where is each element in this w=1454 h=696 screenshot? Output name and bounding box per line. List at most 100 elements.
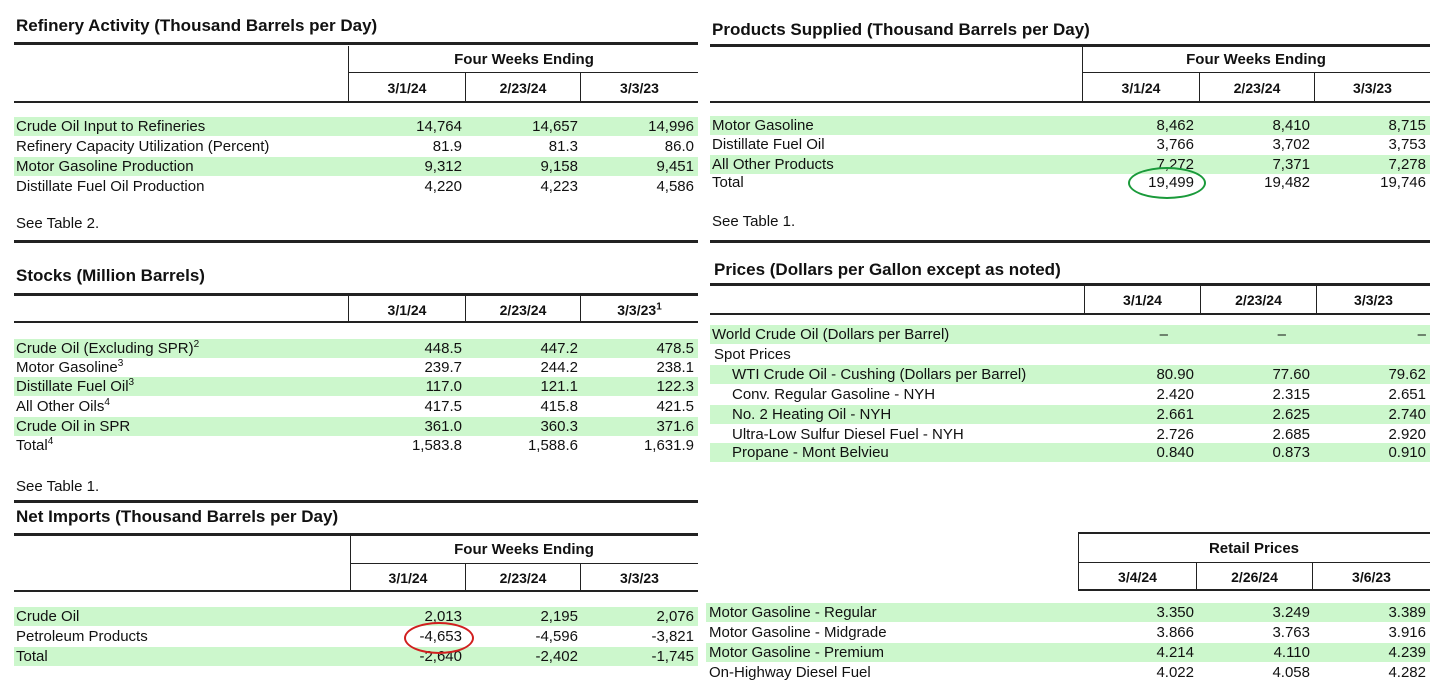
refinery-group-header: Four Weeks Ending: [454, 51, 594, 68]
row-value: -3,821: [651, 628, 694, 645]
row-label: WTI Crude Oil - Cushing (Dollars per Bar…: [732, 366, 1027, 383]
row-value: 2.740: [1388, 406, 1426, 423]
row-label: Propane - Mont Belvieu: [732, 444, 889, 461]
refinery-top-rule: [14, 42, 698, 45]
divider: [1312, 563, 1313, 590]
row-value: 415.8: [540, 398, 578, 415]
row-label: Motor Gasoline - Regular: [709, 604, 877, 621]
stocks-title: Stocks (Million Barrels): [16, 266, 205, 285]
imports-top-rule: [14, 533, 698, 536]
table-row: Motor Gasoline - Regular 3.350 3.249 3.3…: [706, 603, 1430, 622]
row-label: Crude Oil (Excluding SPR)2: [16, 339, 200, 358]
refinery-note: See Table 2.: [16, 215, 100, 232]
imports-title: Net Imports (Thousand Barrels per Day): [16, 507, 339, 526]
row-value: 2,195: [540, 608, 578, 625]
row-value: 8,715: [1388, 117, 1426, 134]
table-row: No. 2 Heating Oil - NYH 2.661 2.625 2.74…: [710, 405, 1430, 424]
refinery-bottom-rule: [14, 240, 698, 243]
divider: [580, 296, 581, 322]
row-value: 19,482: [1264, 174, 1310, 191]
refinery-header-rule: [14, 101, 698, 103]
refinery-title: Refinery Activity (Thousand Barrels per …: [16, 16, 378, 35]
row-label: All Other Oils4: [16, 397, 110, 416]
stocks-col-3-label: 3/3/23: [617, 302, 657, 318]
row-value: 117.0: [425, 378, 462, 395]
products-col-3: 3/3/23: [1353, 80, 1392, 96]
row-value: 478.5: [656, 340, 694, 357]
row-label: Ultra-Low Sulfur Diesel Fuel - NYH: [732, 426, 964, 443]
table-row: Motor Gasoline3 239.7 244.2 238.1: [14, 358, 698, 377]
row-value: 81.3: [548, 138, 578, 155]
retail-group-header: Retail Prices: [1208, 540, 1300, 557]
table-row: Motor Gasoline - Premium 4.214 4.110 4.2…: [706, 643, 1430, 662]
row-value: –: [1159, 326, 1168, 343]
products-title: Products Supplied (Thousand Barrels per …: [712, 20, 1090, 39]
row-value: 0.873: [1272, 444, 1310, 461]
row-label: Crude Oil: [16, 608, 80, 625]
retail-col-1: 3/4/24: [1118, 569, 1157, 585]
row-value: 79.62: [1388, 366, 1426, 383]
table-row: Crude Oil 2,013 2,195 2,076: [14, 607, 698, 626]
row-value: 244.2: [540, 359, 578, 376]
row-label: Refinery Capacity Utilization (Percent): [16, 138, 270, 155]
row-value: 4.022: [1156, 664, 1194, 681]
row-value: 447.2: [540, 340, 578, 357]
table-row: World Crude Oil (Dollars per Barrel) – –…: [710, 325, 1430, 344]
row-value: 2,076: [656, 608, 694, 625]
row-value: 1,631.9: [643, 437, 694, 454]
table-row: Motor Gasoline 8,462 8,410 8,715: [710, 116, 1430, 135]
row-value: 3,702: [1272, 136, 1310, 153]
prices-col-1: 3/1/24: [1123, 292, 1162, 308]
footnote-mark: 1: [656, 301, 662, 313]
row-value: 3.916: [1388, 624, 1426, 641]
table-row: Total -2,640 -2,402 -1,745: [14, 647, 698, 666]
divider: [465, 296, 466, 322]
row-value: 122.3: [656, 378, 694, 395]
row-label: Total: [712, 174, 744, 191]
table-row: On-Highway Diesel Fuel 4.022 4.058 4.282: [706, 663, 1430, 682]
stocks-col-2: 2/23/24: [499, 302, 547, 318]
row-value: 4.214: [1156, 644, 1194, 661]
imports-group-header: Four Weeks Ending: [454, 541, 594, 558]
row-label: Motor Gasoline - Midgrade: [709, 624, 887, 641]
divider: [1316, 286, 1317, 314]
row-value: 14,657: [532, 118, 578, 135]
row-value: 0.910: [1388, 444, 1426, 461]
row-label: All Other Products: [712, 156, 834, 173]
row-value: 4.110: [1273, 644, 1310, 661]
row-value: 4.058: [1272, 664, 1310, 681]
divider: [348, 296, 349, 322]
row-value: 3,766: [1156, 136, 1194, 153]
row-value: 4,220: [424, 178, 462, 195]
retail-col-3: 3/6/23: [1352, 569, 1391, 585]
row-value: 80.90: [1156, 366, 1194, 383]
row-label: Distillate Fuel Oil Production: [16, 178, 205, 195]
row-value: 3.866: [1156, 624, 1194, 641]
row-value: 4,223: [540, 178, 578, 195]
row-value: 2.920: [1388, 426, 1426, 443]
row-label: Motor Gasoline3: [16, 358, 124, 377]
row-label: Petroleum Products: [16, 628, 148, 645]
stocks-note: See Table 1.: [16, 478, 100, 495]
row-value: 2.651: [1388, 386, 1426, 403]
table-row: Crude Oil in SPR 361.0 360.3 371.6: [14, 417, 698, 436]
row-value: -2,640: [419, 648, 462, 665]
table-row: Total 19,499 19,482 19,746: [710, 173, 1430, 192]
row-label: Conv. Regular Gasoline - NYH: [732, 386, 936, 403]
row-value: 239.7: [424, 359, 462, 376]
row-label: No. 2 Heating Oil - NYH: [732, 406, 892, 423]
row-value: 121.1: [540, 378, 578, 395]
products-top-rule: [710, 44, 1430, 47]
row-value: 0.840: [1156, 444, 1194, 461]
row-value: 2.315: [1272, 386, 1310, 403]
row-value: 371.6: [656, 418, 694, 435]
table-row: All Other Oils4 417.5 415.8 421.5: [14, 397, 698, 416]
row-value: 4.282: [1388, 664, 1426, 681]
products-col-1: 3/1/24: [1121, 80, 1161, 96]
prices-top-rule: [710, 283, 1430, 286]
row-label: Motor Gasoline: [712, 117, 814, 134]
row-value: 9,312: [424, 158, 462, 175]
row-label: Crude Oil Input to Refineries: [16, 118, 206, 135]
row-value: 14,764: [416, 118, 462, 135]
row-value: 2.726: [1156, 426, 1194, 443]
